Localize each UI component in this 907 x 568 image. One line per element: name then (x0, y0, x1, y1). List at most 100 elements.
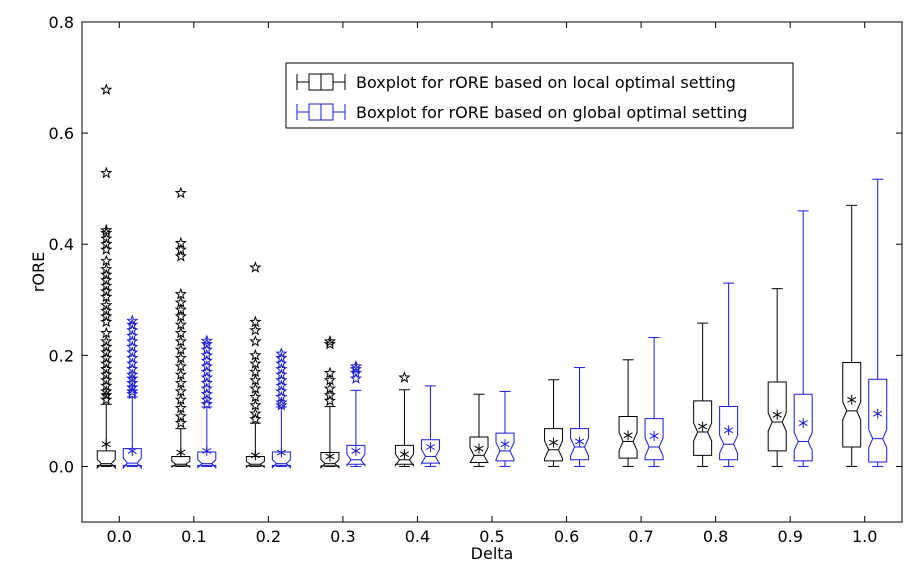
outlier-point (100, 273, 113, 286)
mean-marker (325, 453, 335, 460)
box (842, 362, 862, 448)
box (469, 436, 489, 464)
box-s1-0.4 (394, 371, 414, 468)
outlier-point (100, 268, 113, 280)
outlier-point (100, 226, 113, 239)
mean-marker (623, 432, 633, 439)
outlier-point (126, 318, 139, 330)
outlier-point (100, 388, 113, 401)
outlier-point (100, 285, 113, 297)
legend-label: Boxplot for rORE based on local optimal … (356, 73, 736, 92)
outlier-point (200, 376, 213, 389)
x-tick-label: 0.3 (330, 527, 355, 546)
box-s2-1.0 (868, 178, 888, 467)
box-s2-0.1 (197, 334, 217, 469)
box-s2-0.0 (122, 314, 142, 470)
outlier-point (200, 348, 213, 361)
box (495, 432, 515, 462)
outlier-point (126, 323, 139, 336)
outlier-point (275, 396, 288, 408)
mean-marker (250, 452, 260, 459)
outlier-point (275, 373, 288, 386)
x-tick-label: 0.0 (107, 527, 132, 546)
outlier-point (349, 372, 363, 384)
box (171, 455, 191, 469)
mean-marker (351, 447, 361, 454)
outlier-point (249, 261, 262, 273)
outlier-point (323, 335, 337, 347)
outlier-point (126, 346, 139, 358)
mean-marker (474, 445, 484, 452)
box (394, 444, 414, 468)
outlier-point (100, 373, 113, 386)
outlier-point (100, 351, 113, 364)
outlier-point (349, 362, 363, 375)
mean-marker (649, 432, 659, 439)
outlier-point (398, 371, 411, 383)
box (197, 451, 217, 469)
box-s2-0.7 (644, 337, 664, 467)
outlier-point (126, 329, 139, 342)
outlier-point (200, 360, 213, 372)
outlier-point (126, 351, 139, 364)
box (346, 444, 366, 468)
mean-marker (176, 449, 186, 456)
outlier-point (100, 357, 113, 369)
box-s2-0.4 (420, 385, 440, 467)
outlier-point (100, 362, 113, 375)
x-tick-label: 0.9 (777, 527, 802, 546)
mean-marker (873, 410, 883, 417)
mean-marker (500, 441, 510, 448)
box-s2-0.2 (271, 347, 291, 469)
box (96, 450, 116, 470)
y-axis: 0.0 0.2 0.4 0.6 0.8 (49, 13, 902, 476)
outlier-point (126, 372, 139, 384)
outlier-point (100, 310, 113, 322)
outlier-point (100, 279, 113, 292)
box (122, 448, 142, 470)
box-s2-0.3 (346, 360, 366, 468)
mean-marker (127, 447, 137, 454)
box-s2-0.8 (719, 282, 739, 467)
box (570, 428, 590, 461)
outlier-point (174, 186, 187, 199)
mean-marker (724, 427, 734, 434)
outlier-point (100, 340, 113, 353)
outlier-point (275, 398, 288, 411)
y-tick-label: 0.6 (49, 124, 74, 143)
outlier-point (200, 354, 213, 367)
mean-marker (202, 447, 212, 454)
mean-marker (798, 420, 808, 427)
box (719, 405, 739, 461)
mean-marker (276, 449, 286, 456)
box-s1-0.3 (320, 335, 340, 469)
outlier-point (126, 357, 139, 369)
outlier-point (100, 346, 113, 358)
outlier-point (275, 379, 288, 392)
x-tick-label: 0.1 (181, 527, 206, 546)
outlier-point (200, 393, 213, 405)
x-tick-label: 0.6 (554, 527, 579, 546)
outlier-point (249, 323, 262, 336)
outlier-point (275, 347, 288, 359)
outlier-point (100, 315, 113, 328)
outlier-point (200, 343, 213, 355)
outlier-point (126, 340, 139, 353)
box (420, 439, 440, 466)
outlier-point (126, 314, 139, 327)
outlier-point (126, 385, 139, 397)
plot-area (96, 83, 888, 470)
x-tick-label: 0.2 (256, 527, 281, 546)
legend: Boxplot for rORE based on local optimal … (285, 62, 794, 129)
outlier-point (249, 407, 262, 419)
box-s1-0.9 (767, 288, 787, 467)
y-tick-label: 0.2 (49, 346, 74, 365)
outlier-point (126, 387, 139, 400)
box-s1-0.1 (171, 186, 191, 469)
box-s2-0.6 (570, 367, 590, 467)
outlier-point (100, 335, 113, 347)
outlier-point (200, 371, 213, 383)
box (793, 393, 813, 462)
outlier-point (200, 334, 213, 347)
outlier-point (200, 337, 213, 350)
